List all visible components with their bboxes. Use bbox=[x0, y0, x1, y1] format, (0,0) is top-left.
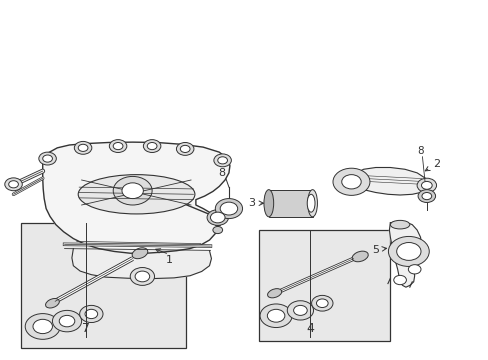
Ellipse shape bbox=[267, 309, 285, 322]
Ellipse shape bbox=[135, 271, 149, 282]
Polygon shape bbox=[388, 221, 421, 287]
Text: 3: 3 bbox=[248, 198, 263, 208]
Ellipse shape bbox=[417, 190, 435, 203]
Ellipse shape bbox=[176, 143, 194, 156]
Ellipse shape bbox=[180, 145, 190, 153]
Ellipse shape bbox=[341, 175, 361, 189]
Ellipse shape bbox=[213, 154, 231, 167]
Ellipse shape bbox=[264, 190, 273, 217]
Ellipse shape bbox=[85, 309, 98, 319]
Ellipse shape bbox=[217, 157, 227, 164]
Ellipse shape bbox=[39, 152, 56, 165]
Ellipse shape bbox=[396, 243, 420, 260]
Polygon shape bbox=[72, 249, 211, 279]
Ellipse shape bbox=[80, 305, 103, 323]
Text: 2: 2 bbox=[425, 159, 439, 171]
Bar bbox=[268, 190, 312, 217]
Text: 4: 4 bbox=[305, 323, 313, 336]
Ellipse shape bbox=[5, 178, 22, 191]
Ellipse shape bbox=[78, 175, 195, 214]
Text: 8: 8 bbox=[218, 168, 225, 178]
Text: 7: 7 bbox=[82, 323, 90, 336]
Ellipse shape bbox=[267, 289, 281, 298]
Ellipse shape bbox=[306, 194, 314, 212]
Ellipse shape bbox=[293, 305, 306, 315]
Text: 1: 1 bbox=[165, 255, 172, 265]
Ellipse shape bbox=[421, 181, 431, 189]
Ellipse shape bbox=[307, 190, 317, 217]
Polygon shape bbox=[42, 142, 229, 253]
Ellipse shape bbox=[132, 248, 147, 259]
Ellipse shape bbox=[351, 251, 367, 262]
Ellipse shape bbox=[316, 299, 327, 307]
Ellipse shape bbox=[59, 315, 75, 327]
Ellipse shape bbox=[78, 144, 88, 152]
Text: 8: 8 bbox=[416, 146, 423, 156]
Text: 5: 5 bbox=[371, 245, 386, 255]
Ellipse shape bbox=[9, 181, 19, 188]
Polygon shape bbox=[350, 167, 428, 195]
Ellipse shape bbox=[212, 226, 222, 234]
Ellipse shape bbox=[387, 237, 428, 266]
Ellipse shape bbox=[147, 143, 157, 150]
Ellipse shape bbox=[122, 183, 143, 199]
Ellipse shape bbox=[42, 155, 52, 162]
Ellipse shape bbox=[45, 298, 59, 308]
Ellipse shape bbox=[206, 210, 228, 225]
Ellipse shape bbox=[260, 304, 291, 328]
Ellipse shape bbox=[332, 168, 369, 195]
Ellipse shape bbox=[393, 275, 406, 285]
Ellipse shape bbox=[113, 176, 152, 205]
Ellipse shape bbox=[25, 314, 60, 339]
Bar bbox=[259, 230, 389, 341]
Ellipse shape bbox=[109, 140, 126, 153]
Bar bbox=[21, 223, 186, 348]
Ellipse shape bbox=[215, 199, 242, 219]
Ellipse shape bbox=[52, 310, 81, 332]
Ellipse shape bbox=[113, 143, 122, 150]
Ellipse shape bbox=[220, 202, 237, 215]
Ellipse shape bbox=[210, 212, 224, 223]
Ellipse shape bbox=[311, 296, 332, 311]
Ellipse shape bbox=[416, 178, 436, 193]
Ellipse shape bbox=[130, 267, 154, 285]
Ellipse shape bbox=[407, 265, 420, 274]
Ellipse shape bbox=[74, 141, 92, 154]
Ellipse shape bbox=[421, 193, 431, 200]
Ellipse shape bbox=[33, 319, 52, 334]
Text: 6: 6 bbox=[90, 186, 112, 196]
Ellipse shape bbox=[143, 140, 161, 153]
Ellipse shape bbox=[389, 220, 409, 229]
Ellipse shape bbox=[287, 301, 313, 320]
